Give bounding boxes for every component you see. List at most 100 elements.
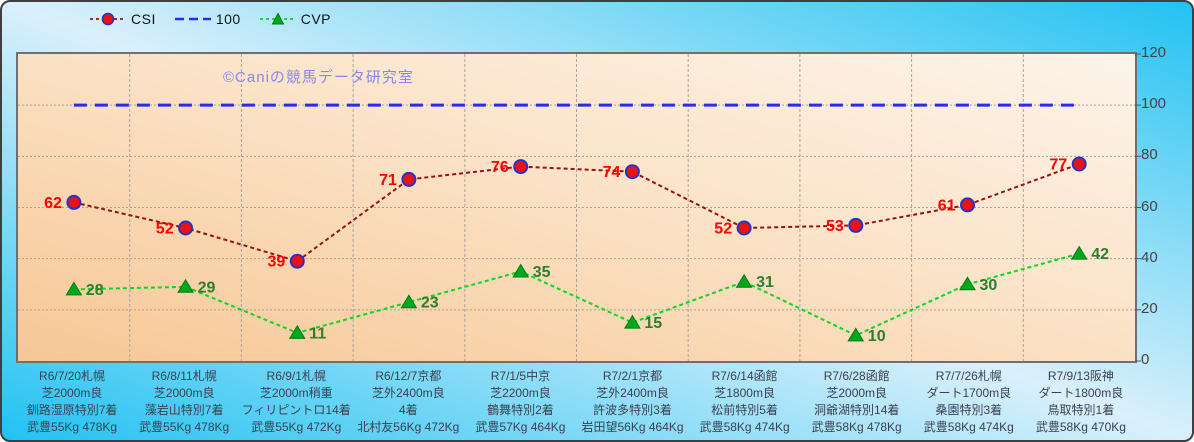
x-axis-category-label: R6/9/1札幌 芝2000m稍重フィリピントロ14着 武豊55Kg 472Kg [240,368,352,436]
x-label-line: フィリピントロ14着 [241,403,351,417]
cvp-marker [177,278,194,293]
x-label-line: 芝外2400m良 [596,386,669,400]
x-axis-category-label: R7/7/26札幌 ダート1700m良 桑園特別3着 武豊58Kg 474Kg [913,368,1025,436]
data-label: 61 [938,197,956,214]
x-label-line: R6/7/20札幌 [39,369,106,383]
x-label-line: R7/6/14函館 [711,369,778,383]
legend-item-100: 100 [174,11,241,27]
csi-marker [736,220,752,236]
cvp-marker [624,314,641,329]
x-label-line: 芝2000m良 [153,386,215,400]
csi-marker [289,253,305,269]
csi-marker [513,159,529,175]
data-label: 35 [533,264,551,281]
data-label: 52 [156,221,174,238]
x-label-line: ダート1700m良 [926,386,1012,400]
x-label-line: R6/8/11札幌 [151,369,217,383]
legend-dash-line-icon [174,17,211,21]
x-axis-category-label: R7/6/14函館 芝1800m良 松前特別5着 武豊58Kg 474Kg [689,368,801,436]
legend-label: CVP [300,11,331,27]
x-label-line: 4着 [398,403,418,417]
x-label-line: 芝外2400m良 [371,386,445,400]
data-label: 62 [44,195,62,212]
x-axis-category-label: R6/7/20札幌 芝2000m良 釧路湿原特別7着 武豊55Kg 478Kg [16,368,128,436]
legend-label: 100 [215,11,241,27]
data-label: 29 [198,279,216,296]
legend-circle-marker-icon [90,12,126,26]
x-label-line: 岩田望56Kg 464Kg [581,420,684,434]
x-label-line: 鶴舞特別2着 [487,403,554,417]
x-axis-category-label: R6/8/11札幌 芝2000m良 藻岩山特別7着 武豊55Kg 478Kg [128,368,240,436]
csi-marker [848,217,864,233]
x-label-line: 北村友56Kg 472Kg [357,420,460,434]
x-label-line: 武豊57Kg 464Kg [475,420,566,434]
cvp-marker [735,273,753,288]
data-label: 31 [756,274,774,291]
x-label-line: R6/12/7京都 [375,369,442,383]
y-axis-label: 0 [1141,351,1150,368]
x-label-line: 鳥取特別1着 [1047,403,1115,417]
csi-marker [960,197,975,213]
x-label-line: 松前特別5着 [711,403,778,417]
y-axis: 0 20 40 60 80 100 120 [1141,2,1191,440]
x-label-line: 釧路湿原特別7着 [26,403,118,417]
data-label: 77 [1049,157,1067,174]
y-axis-label: 120 [1141,44,1167,61]
y-axis-label: 40 [1141,248,1158,266]
data-label: 28 [86,282,104,299]
x-label-line: R7/7/26札幌 [935,369,1002,383]
x-label-line: 洞爺湖特別14着 [814,403,900,417]
data-label: 76 [491,159,509,176]
x-label-line: R7/6/28函館 [823,369,890,383]
x-label-line: R6/9/1札幌 [266,369,326,383]
x-label-line: 桑園特別3着 [935,403,1003,417]
x-label-line: ダート1800m良 [1038,386,1124,400]
data-label: 42 [1091,246,1109,263]
csi-marker [66,194,82,210]
y-axis-label: 80 [1141,146,1158,164]
series-line-cvp [73,252,1080,337]
legend: CSI 100 CVP [90,9,331,29]
cvp-marker [959,276,976,291]
cvp-marker [65,281,83,296]
x-label-line: 許波多特別3着 [593,403,672,417]
x-axis-category-label: R7/6/28函館 芝2000m良 洞爺湖特別14着 武豊58Kg 478Kg [801,368,913,436]
y-axis-label: 100 [1141,95,1167,113]
x-label-line: 武豊58Kg 470Kg [1035,420,1126,434]
x-label-line: 武豊55Kg 472Kg [251,420,342,434]
y-axis-label: 20 [1141,299,1158,317]
csi-marker [624,164,640,180]
data-label: 23 [421,295,439,312]
x-axis-category-label: R7/2/1京都 芝外2400m良 許波多特別3着 岩田望56Kg 464Kg [576,368,688,436]
data-label: 10 [868,328,886,345]
legend-item-csi: CSI [90,11,156,27]
csi-marker [1071,156,1087,172]
x-label-line: R7/9/13阪神 [1047,369,1114,383]
cvp-marker [1070,245,1088,260]
x-label-line: 芝2000m良 [826,386,888,400]
plot-area: ©Caniの競馬データ研究室 62 52 39 71 76 74 52 53 61 77 28 29 1… [16,52,1141,363]
x-label-line: 武豊58Kg 474Kg [699,420,790,434]
cvp-marker [847,327,865,342]
x-label-line: R7/2/1京都 [602,369,663,383]
csi-marker [401,171,417,187]
x-label-line: 武豊55Kg 478Kg [139,420,230,434]
cvp-marker [288,324,306,339]
data-label: 30 [980,277,998,294]
y-axis-label: 60 [1141,197,1158,215]
x-axis: R6/7/20札幌 芝2000m良 釧路湿原特別7着 武豊55Kg 478Kg R6/8… [16,368,1137,436]
cvp-marker [400,294,418,309]
data-label: 52 [714,221,732,238]
legend-triangle-marker-icon [259,12,296,25]
csi-marker [178,220,194,236]
x-label-line: 武豊58Kg 474Kg [923,420,1014,434]
cvp-marker [512,263,530,278]
x-label-line: 武豊55Kg 478Kg [27,420,118,434]
x-label-line: 武豊58Kg 478Kg [811,420,902,434]
chart-canvas: 62 52 39 71 76 74 52 53 61 77 28 29 11 23 35 15 31 10 30 42 [18,53,1141,362]
x-label-line: 芝2000m稍重 [259,386,333,400]
x-axis-category-label: R7/9/13阪神 ダート1800m良 鳥取特別1着 武豊58Kg 470Kg [1025,368,1137,436]
data-label: 71 [379,172,397,189]
legend-label: CSI [131,11,156,27]
